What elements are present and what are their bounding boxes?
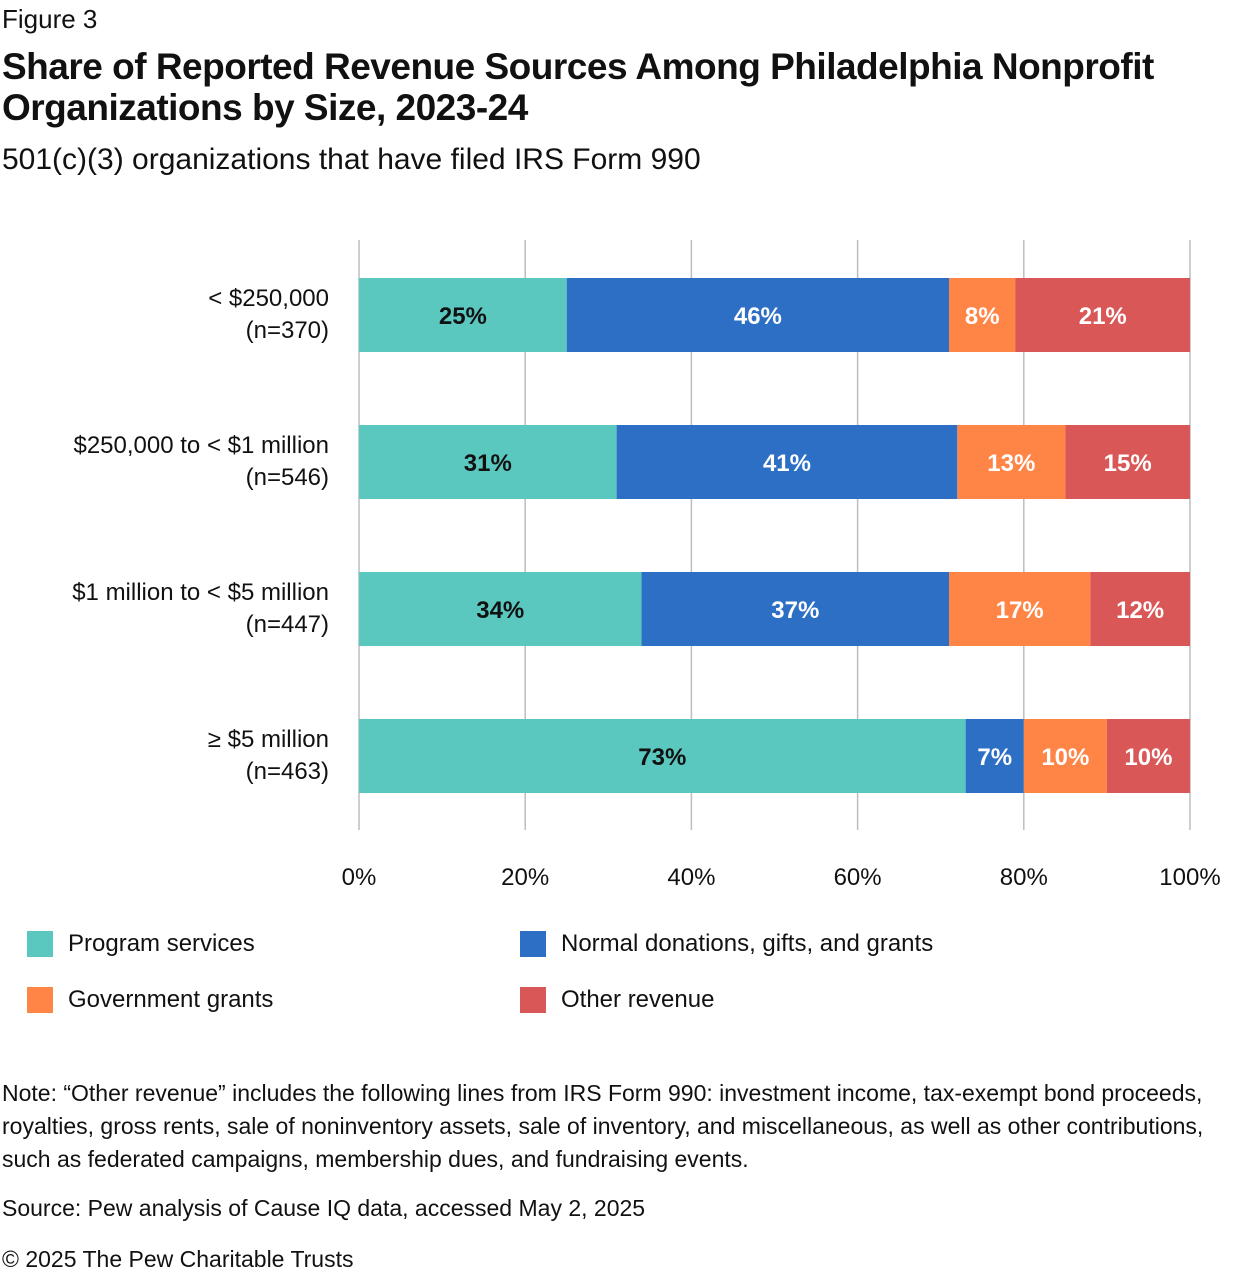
bar-segment [949, 278, 1016, 352]
bar-segment [616, 425, 958, 499]
bar-segment [641, 572, 950, 646]
category-label: (n=447) [246, 611, 329, 638]
category-label: ≥ $5 million [208, 726, 329, 753]
chart-source: Source: Pew analysis of Cause IQ data, a… [2, 1195, 646, 1221]
category-label: (n=463) [246, 758, 329, 785]
legend-label: Other revenue [561, 986, 715, 1013]
data-label: 46% [734, 303, 782, 330]
category-label: (n=546) [246, 464, 329, 491]
x-tick-label: 100% [1159, 864, 1220, 891]
category-label: (n=370) [246, 317, 329, 344]
data-label: 73% [638, 744, 686, 771]
x-tick-label: 0% [342, 864, 377, 891]
data-label: 41% [763, 450, 811, 477]
bar-segment [949, 572, 1091, 646]
category-label: $1 million to < $5 million [72, 579, 329, 606]
legend: Program services Normal donations, gifts… [27, 928, 1227, 1028]
x-tick-label: 40% [667, 864, 715, 891]
stacked-bar-chart: 0% 20% 40% 60% 80% 100% 25% 46% 8% 21% < $250,000 (… [72, 240, 1221, 891]
data-label: 13% [987, 450, 1035, 477]
legend-swatch-government-grants [27, 987, 53, 1013]
bar-segment [359, 425, 617, 499]
data-label: 25% [439, 303, 487, 330]
legend-swatch-other-revenue [520, 987, 546, 1013]
bar-segment [1023, 719, 1107, 793]
category-label: $250,000 to < $1 million [73, 432, 329, 459]
bar-segment [359, 278, 567, 352]
legend-swatch-normal-donations [520, 931, 546, 957]
data-label: 37% [771, 597, 819, 624]
bar-segment [359, 572, 642, 646]
labels: 0% 20% 40% 60% 80% 100% 25% 46% 8% 21% < $250,000 (… [72, 285, 1220, 891]
bar-segment [1106, 719, 1190, 793]
bar-segment [1090, 572, 1190, 646]
chart-subtitle: 501(c)(3) organizations that have filed … [2, 143, 701, 176]
bars [359, 278, 1190, 793]
bar-segment [1065, 425, 1190, 499]
data-label: 17% [996, 597, 1044, 624]
legend-label: Program services [68, 930, 255, 957]
bar-segment [1015, 278, 1190, 352]
x-tick-label: 80% [1000, 864, 1048, 891]
chart-note: Note: “Other revenue” includes the follo… [2, 1080, 1204, 1172]
data-label: 15% [1104, 450, 1152, 477]
legend-label: Normal donations, gifts, and grants [561, 930, 934, 957]
x-tick-label: 20% [501, 864, 549, 891]
data-label: 10% [1041, 744, 1089, 771]
figure-label: Figure 3 [2, 4, 98, 34]
legend-item-other-revenue: Other revenue [520, 986, 714, 1014]
legend-item-normal-donations: Normal donations, gifts, and grants [520, 930, 933, 958]
bar-segment [359, 719, 966, 793]
chart-title: Share of Reported Revenue Sources Among … [2, 46, 1154, 128]
data-label: 8% [965, 303, 1000, 330]
legend-item-program-services: Program services [27, 930, 255, 958]
data-label: 21% [1079, 303, 1127, 330]
legend-item-government-grants: Government grants [27, 986, 273, 1014]
data-label: 7% [977, 744, 1012, 771]
data-label: 34% [476, 597, 524, 624]
legend-swatch-program-services [27, 931, 53, 957]
bar-segment [965, 719, 1024, 793]
copyright: © 2025 The Pew Charitable Trusts [2, 1246, 354, 1272]
bar-segment [566, 278, 950, 352]
data-label: 10% [1124, 744, 1172, 771]
bar-segment [957, 425, 1066, 499]
data-label: 31% [464, 450, 512, 477]
data-label: 12% [1116, 597, 1164, 624]
x-tick-label: 60% [834, 864, 882, 891]
legend-label: Government grants [68, 986, 274, 1013]
category-label: < $250,000 [208, 285, 329, 312]
